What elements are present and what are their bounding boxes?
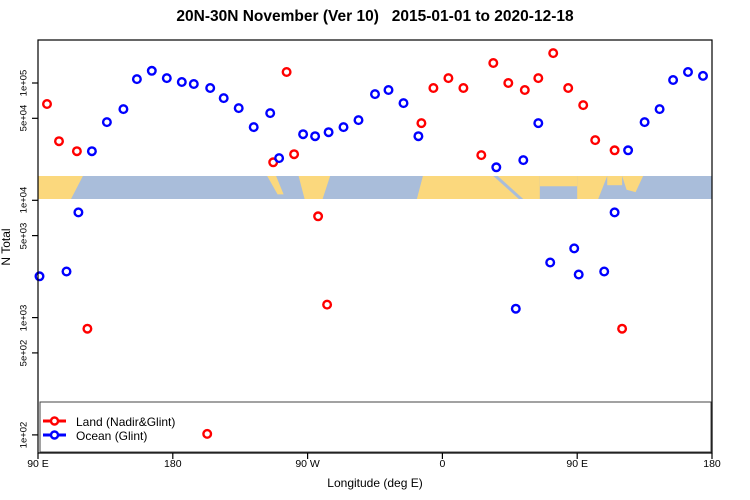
ocean-point bbox=[654, 104, 665, 115]
map-band-land bbox=[298, 176, 331, 199]
ocean-point bbox=[310, 131, 321, 142]
land-point bbox=[416, 118, 427, 129]
y-tick-label: 5e+04 bbox=[18, 104, 30, 132]
land-point bbox=[488, 58, 499, 69]
ocean-point bbox=[370, 89, 381, 100]
ocean-point bbox=[383, 84, 394, 95]
y-tick-label: 1e+05 bbox=[18, 69, 30, 97]
x-tick-label: 90 E bbox=[27, 458, 49, 470]
land-point bbox=[476, 150, 487, 161]
ocean-point bbox=[274, 153, 285, 164]
ocean-point bbox=[569, 243, 580, 254]
y-tick-label: 1e+04 bbox=[18, 186, 30, 214]
ocean-point bbox=[61, 266, 72, 277]
map-band-land bbox=[38, 176, 83, 199]
land-point bbox=[443, 73, 454, 84]
ocean-point bbox=[233, 103, 244, 114]
ocean-point bbox=[118, 104, 129, 115]
ocean-point bbox=[609, 207, 620, 218]
ocean-point bbox=[86, 146, 97, 157]
land-point bbox=[590, 135, 601, 146]
x-axis-label: Longitude (deg E) bbox=[327, 476, 423, 490]
land-point bbox=[42, 98, 53, 109]
ocean-point bbox=[248, 122, 259, 133]
y-tick-label: 5e+03 bbox=[18, 222, 30, 249]
land-point bbox=[519, 84, 530, 95]
ocean-point bbox=[698, 70, 709, 81]
land-point bbox=[548, 48, 559, 59]
legend-label-land: Land (Nadir&Glint) bbox=[76, 415, 176, 429]
land-point bbox=[289, 149, 300, 160]
ocean-point bbox=[161, 73, 172, 84]
x-tick-label: 90 E bbox=[566, 458, 588, 470]
ocean-point bbox=[218, 93, 229, 104]
ocean-point bbox=[545, 257, 556, 268]
ocean-point bbox=[323, 127, 334, 138]
map-band-land bbox=[416, 176, 519, 199]
plot-border bbox=[37, 39, 713, 454]
ocean-point bbox=[205, 82, 216, 93]
ocean-point bbox=[34, 271, 45, 282]
map-band-land bbox=[577, 176, 608, 199]
ocean-point bbox=[298, 129, 309, 140]
ocean-point bbox=[491, 162, 502, 173]
ocean-point bbox=[533, 118, 544, 129]
land-point bbox=[281, 66, 292, 77]
ocean-point bbox=[510, 303, 521, 314]
ocean-point bbox=[599, 266, 610, 277]
legend-marker bbox=[49, 430, 60, 440]
ocean-point bbox=[683, 66, 694, 77]
y-tick-label: 1e+02 bbox=[18, 421, 30, 449]
land-point bbox=[313, 211, 324, 222]
map-band-land bbox=[539, 176, 578, 187]
x-tick-label: 180 bbox=[703, 458, 721, 470]
ocean-point bbox=[398, 98, 409, 109]
land-point bbox=[428, 82, 439, 93]
ocean-point bbox=[573, 269, 584, 280]
legend-marker bbox=[49, 416, 60, 426]
ocean-point bbox=[668, 74, 679, 85]
legend-box bbox=[39, 401, 712, 453]
ocean-point bbox=[146, 65, 157, 76]
legend-label-ocean: Ocean (Glint) bbox=[76, 429, 148, 443]
land-point bbox=[617, 323, 628, 334]
land-point bbox=[202, 428, 213, 439]
chart-title: 20N-30N November (Ver 10) 2015-01-01 to … bbox=[176, 8, 574, 25]
ocean-point bbox=[413, 131, 424, 142]
ocean-point bbox=[338, 122, 349, 133]
land-point bbox=[609, 145, 620, 156]
land-point bbox=[533, 73, 544, 84]
map-band-land bbox=[607, 176, 623, 186]
map-band-land bbox=[622, 176, 644, 193]
y-axis-label: N Total bbox=[0, 228, 13, 266]
ocean-point bbox=[188, 78, 199, 89]
land-point bbox=[578, 100, 589, 111]
ocean-point bbox=[623, 145, 634, 156]
land-point bbox=[322, 299, 333, 310]
ocean-point bbox=[176, 76, 187, 87]
y-tick-label: 1e+03 bbox=[18, 304, 30, 331]
land-point bbox=[563, 82, 574, 93]
land-point bbox=[71, 146, 82, 157]
x-tick-label: 0 bbox=[439, 458, 446, 470]
ocean-point bbox=[639, 117, 650, 128]
ocean-point bbox=[131, 74, 142, 85]
x-tick-label: 180 bbox=[164, 458, 182, 470]
ocean-point bbox=[353, 115, 364, 126]
land-point bbox=[503, 77, 514, 88]
land-point bbox=[458, 82, 469, 93]
land-point bbox=[54, 136, 65, 147]
land-point bbox=[82, 323, 93, 334]
map-band-land bbox=[497, 176, 540, 199]
map-band-land bbox=[267, 176, 284, 195]
ocean-point bbox=[101, 117, 112, 128]
ocean-point bbox=[518, 155, 529, 166]
ocean-point bbox=[73, 207, 84, 218]
x-tick-label: 90 W bbox=[295, 458, 320, 470]
ocean-point bbox=[265, 108, 276, 119]
y-tick-label: 5e+02 bbox=[18, 339, 30, 367]
